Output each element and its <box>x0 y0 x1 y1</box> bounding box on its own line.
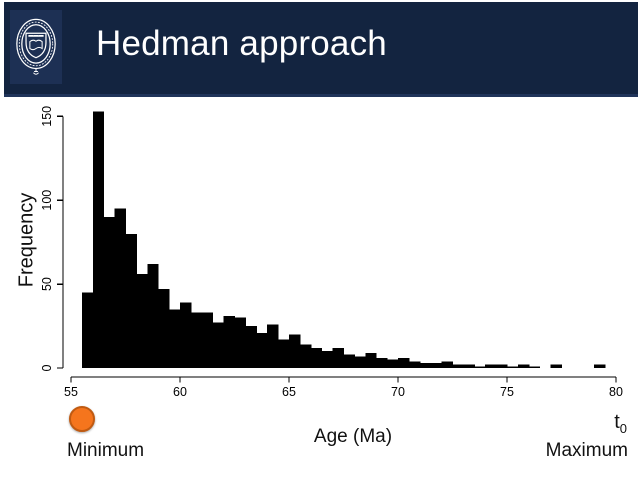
histogram-bar <box>223 315 235 368</box>
y-tick-label: 100 <box>40 190 54 211</box>
x-tick-label: 55 <box>64 385 78 399</box>
histogram-bar <box>474 366 486 368</box>
histogram-bar <box>507 366 519 368</box>
y-tick-label: 50 <box>40 277 54 291</box>
histogram-bar <box>169 309 181 368</box>
histogram-bar <box>408 361 421 368</box>
histogram-bar <box>136 274 148 368</box>
x-tick-label: 60 <box>173 385 187 399</box>
histogram-bar <box>365 352 377 368</box>
histogram-bar <box>485 364 497 368</box>
x-tick-label: 70 <box>391 385 405 399</box>
histogram-bar <box>147 263 159 368</box>
histogram-bar <box>310 347 323 368</box>
maximum-label: Maximum <box>545 440 628 461</box>
histogram-bar <box>517 364 530 368</box>
x-tick-label: 75 <box>500 385 514 399</box>
histogram-bar <box>267 324 279 368</box>
t0-label: t0 <box>614 411 627 436</box>
x-axis-label: Age (Ma) <box>313 426 393 447</box>
y-axis-label: Frequency <box>15 192 38 288</box>
histogram-bar <box>245 326 257 368</box>
y-tick-label: 150 <box>40 106 54 127</box>
histogram-bar <box>81 292 94 368</box>
minimum-marker-dot <box>69 406 95 432</box>
histogram-bar <box>190 312 203 368</box>
histogram-bar <box>550 364 562 368</box>
histogram-bar <box>496 364 508 368</box>
histogram-bar <box>92 111 105 369</box>
histogram-bar <box>321 351 334 368</box>
histogram-bar <box>419 362 432 368</box>
slide-header: Hedman approach <box>4 2 638 97</box>
minimum-label: Minimum <box>67 440 145 461</box>
histogram-bar <box>528 366 541 368</box>
t0-base: t <box>614 411 620 433</box>
oxford-crest-icon <box>16 18 56 75</box>
histogram-bar <box>387 359 399 368</box>
histogram-bar <box>201 312 214 368</box>
histogram-bar <box>103 216 116 368</box>
histogram-bar <box>354 356 366 368</box>
histogram-bar <box>158 289 170 368</box>
histogram-bar <box>289 334 301 368</box>
histogram-bar <box>256 332 268 368</box>
y-tick-label: 0 <box>40 364 54 371</box>
histogram-bar <box>278 339 290 368</box>
histogram-bar <box>332 347 344 368</box>
x-tick-label: 80 <box>609 385 623 399</box>
histogram-bar <box>463 364 475 368</box>
slide-title: Hedman approach <box>96 24 387 63</box>
histogram-bar <box>212 322 225 368</box>
histogram-bar <box>430 362 443 368</box>
histogram-bar <box>594 364 606 368</box>
histogram-bar <box>299 344 312 368</box>
histogram-bar <box>441 361 453 368</box>
histogram-bar <box>180 302 192 368</box>
t0-subscript: 0 <box>619 421 627 436</box>
x-tick-label: 65 <box>282 385 296 399</box>
histogram-bar <box>234 317 246 368</box>
oxford-logo <box>10 10 62 84</box>
histogram-bar <box>125 233 137 368</box>
histogram-bar <box>376 357 388 368</box>
histogram-bar <box>343 354 355 368</box>
histogram-bar <box>114 208 126 368</box>
histogram-bar <box>452 364 464 368</box>
histogram-bar <box>398 357 410 368</box>
